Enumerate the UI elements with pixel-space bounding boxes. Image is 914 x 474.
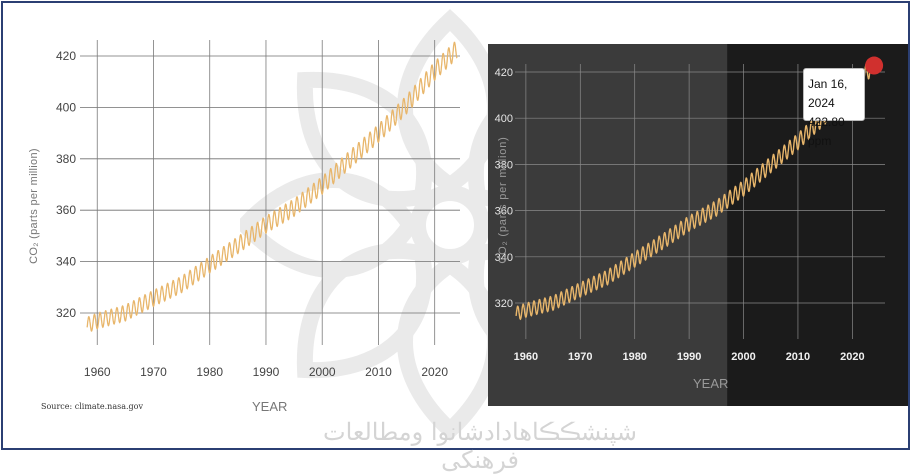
co2-chart-light: 320 340 360 380 400 420 1960 1970 1980 1990 2000 20…	[56, 40, 460, 379]
co2-chart-dark: 320 340 360 380 400 420 1960 1970 1980 1990 2000 20…	[488, 44, 908, 406]
y-tick-320: 320	[495, 298, 513, 310]
y-tick-320: 320	[56, 306, 76, 320]
x-tick-2000: 2000	[309, 365, 336, 379]
x-tick-1970: 1970	[140, 365, 167, 379]
y-tick-340: 340	[495, 252, 513, 264]
x-tick-2020: 2020	[421, 365, 448, 379]
y-tick-380: 380	[495, 159, 513, 171]
x-tick-1970: 1970	[568, 351, 592, 363]
series-line-co2-dark	[515, 59, 875, 321]
y-tick-420: 420	[495, 67, 513, 79]
y-axis-label-light: CO₂ (parts per million)	[28, 148, 40, 264]
x-tick-2010: 2010	[365, 365, 392, 379]
y-tick-360: 360	[56, 203, 76, 217]
y-tick-340: 340	[56, 255, 76, 269]
y-tick-400: 400	[56, 100, 76, 114]
y-tick-420: 420	[56, 49, 76, 63]
y-tick-380: 380	[56, 152, 76, 166]
x-tick-1990: 1990	[677, 351, 701, 363]
figure-frame	[1, 1, 910, 450]
tooltip-value: 422.80 ppm	[808, 115, 845, 148]
data-tooltip: Jan 16, 2024 422.80 ppm	[803, 68, 865, 148]
x-tick-2010: 2010	[786, 351, 810, 363]
source-note: Source: climate.nasa.gov	[41, 402, 143, 411]
y-axis-label-dark: CO₂ (parts per million)	[497, 136, 509, 264]
x-tick-1980: 1980	[622, 351, 646, 363]
latest-point-marker	[865, 56, 884, 75]
x-tick-2020: 2020	[840, 351, 864, 363]
x-tick-1980: 1980	[196, 365, 223, 379]
watermark-text: شپنشڪڪاهادادشانوا ومطالعات فرهنكى	[322, 418, 638, 474]
y-tick-400: 400	[495, 113, 513, 125]
tooltip-date: Jan 16, 2024	[808, 77, 848, 110]
x-tick-1960: 1960	[514, 351, 538, 363]
x-axis-label-dark: YEAR	[693, 376, 729, 391]
x-axis-label-light: YEAR	[252, 399, 288, 414]
x-tick-1960: 1960	[84, 365, 111, 379]
x-tick-2000: 2000	[731, 351, 755, 363]
x-tick-1990: 1990	[253, 365, 280, 379]
series-line-co2-light	[86, 41, 458, 332]
y-tick-360: 360	[495, 206, 513, 218]
